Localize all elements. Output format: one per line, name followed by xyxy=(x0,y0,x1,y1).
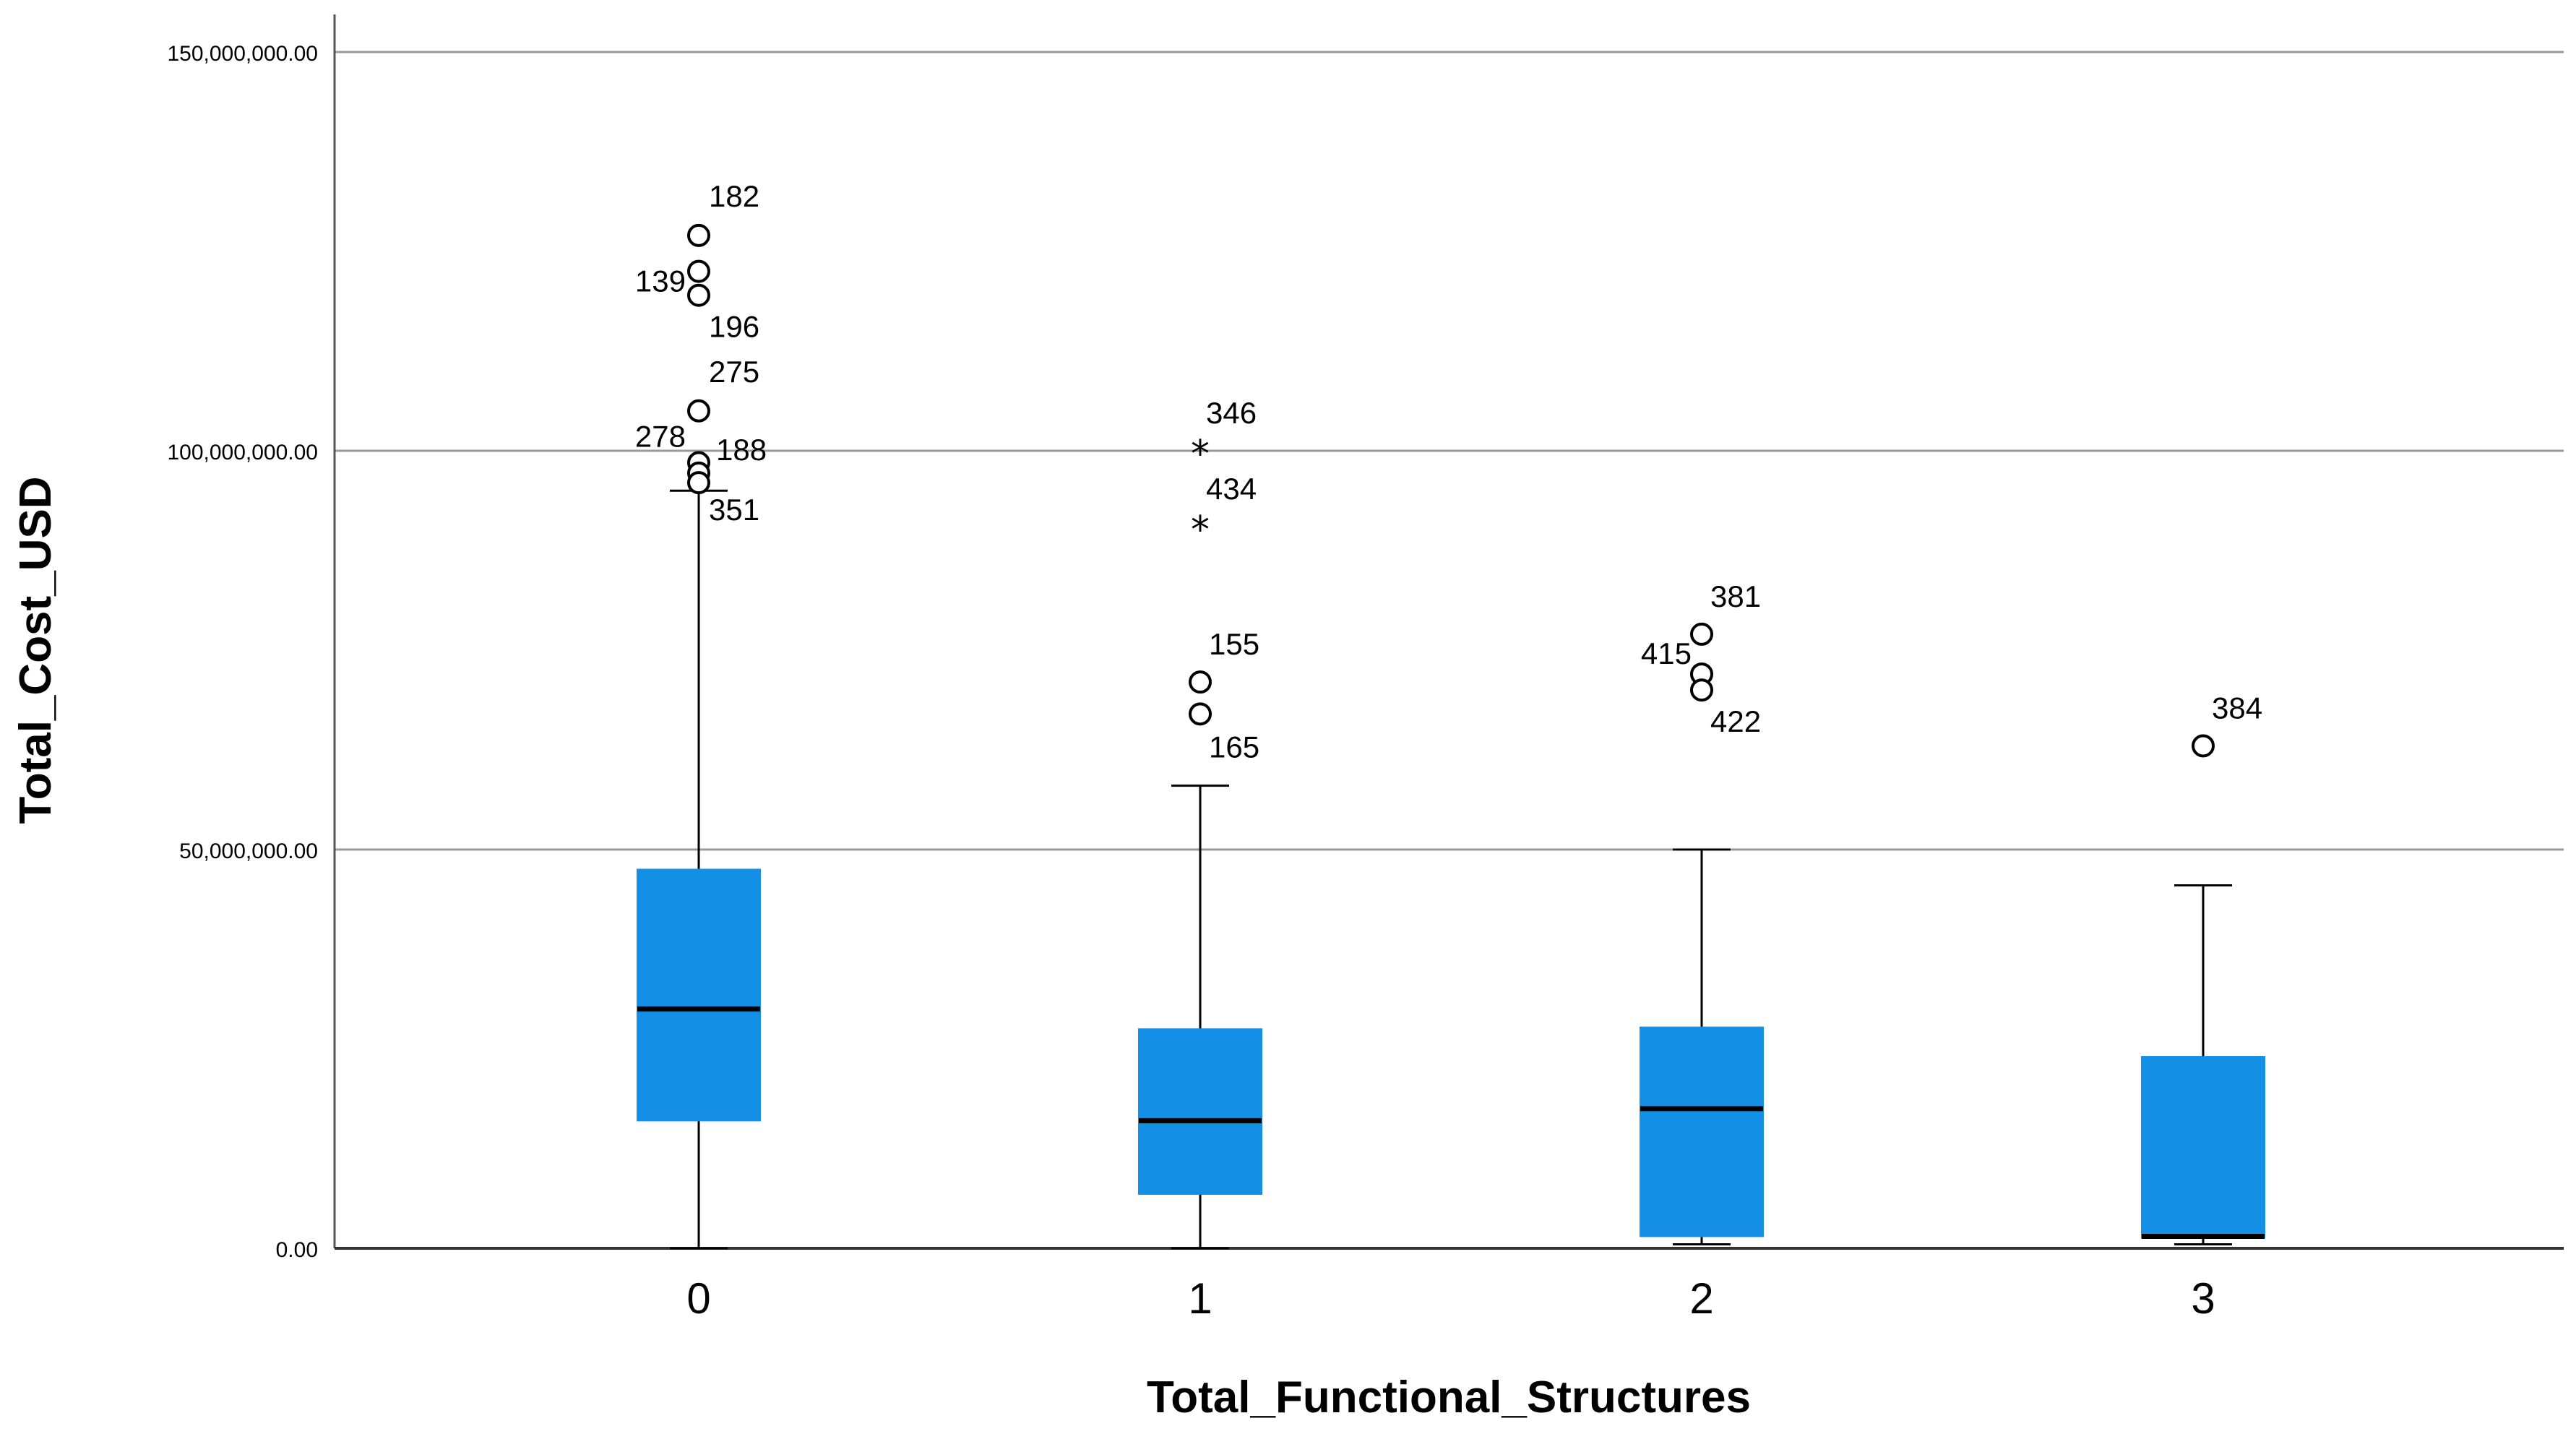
outlier-circle-marker xyxy=(1189,670,1212,694)
outlier-circle-marker xyxy=(1690,622,1713,646)
outlier-star-marker: * xyxy=(1191,433,1210,476)
outlier-label: 422 xyxy=(1710,704,1761,738)
box-iqr xyxy=(2141,1056,2265,1239)
outlier-label: 182 xyxy=(709,179,759,213)
outlier-label: 346 xyxy=(1206,396,1257,430)
x-tick-label: 0 xyxy=(686,1274,710,1323)
x-tick-label: 3 xyxy=(2191,1274,2215,1323)
outlier-circle-marker xyxy=(2192,734,2215,758)
box-iqr xyxy=(1138,1028,1262,1195)
outlier-circle-marker xyxy=(1189,702,1212,726)
outlier-circle-marker xyxy=(687,283,710,307)
outlier-label: 415 xyxy=(1641,636,1692,670)
outlier-circle-marker xyxy=(687,223,710,247)
y-tick-label: 150,000,000.00 xyxy=(167,42,318,66)
y-tick-label: 0.00 xyxy=(276,1238,318,1262)
outlier-label: 275 xyxy=(709,355,759,389)
outlier-label: 351 xyxy=(709,493,759,527)
x-tick-label: 1 xyxy=(1188,1274,1212,1323)
outlier-circle-marker xyxy=(1690,678,1713,702)
outlier-circle-marker xyxy=(687,399,710,423)
outlier-star-marker: * xyxy=(1191,509,1210,552)
outlier-label: 434 xyxy=(1206,472,1257,506)
outlier-label: 196 xyxy=(709,310,759,344)
y-tick-label: 50,000,000.00 xyxy=(179,839,318,863)
tick-labels: 0.00 50,000,000.00 100,000,000.00 150,000,0… xyxy=(167,42,2215,1323)
outlier-label: 278 xyxy=(635,420,686,454)
box-iqr xyxy=(637,868,761,1122)
outlier-circle-marker xyxy=(687,471,710,495)
outlier-label: 155 xyxy=(1209,627,1259,661)
outlier-label: 165 xyxy=(1209,730,1259,764)
boxes xyxy=(637,489,2265,1250)
outlier-circle-marker xyxy=(687,259,710,283)
x-axis-title: Total_Functional_Structures xyxy=(1147,1373,1751,1422)
outlier-label: 381 xyxy=(1710,579,1761,613)
x-tick-label: 2 xyxy=(1689,1274,1713,1323)
y-axis-title: Total_Cost_USD xyxy=(11,476,61,824)
outlier-label: 384 xyxy=(2212,691,2262,725)
gridlines xyxy=(335,51,2564,851)
outlier-label: 188 xyxy=(716,433,767,467)
box-iqr xyxy=(1640,1027,1764,1237)
y-tick-label: 100,000,000.00 xyxy=(167,441,318,464)
outlier-label: 139 xyxy=(635,264,686,298)
